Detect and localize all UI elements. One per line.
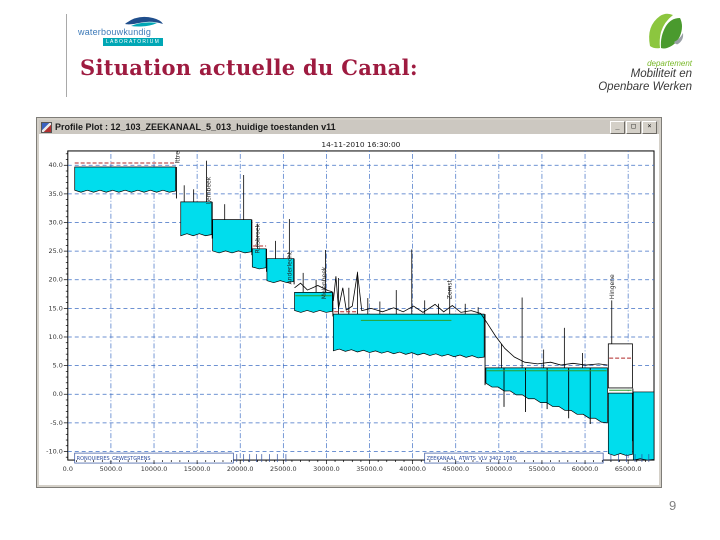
page-title: Situation actuelle du Canal: (80, 55, 418, 80)
window-titlebar[interactable]: Profile Plot : 12_103_ZEEKANAAL_5_013_hu… (39, 120, 659, 134)
svg-text:25000.0: 25000.0 (270, 465, 297, 473)
svg-text:5000.0: 5000.0 (100, 465, 123, 473)
close-button[interactable]: × (642, 120, 657, 134)
svg-text:40000.0: 40000.0 (399, 465, 426, 473)
svg-text:35000.0: 35000.0 (356, 465, 383, 473)
waterbouwkundig-laboratorium-logo: waterbouwkundig LABORATORIUM (77, 14, 172, 50)
svg-text:55000.0: 55000.0 (529, 465, 556, 473)
svg-text:20000.0: 20000.0 (227, 465, 254, 473)
svg-text:65000.0: 65000.0 (615, 465, 642, 473)
logo-right-line1: Mobiliteit en (630, 68, 692, 80)
svg-text:10000.0: 10000.0 (141, 465, 168, 473)
svg-text:15000.0: 15000.0 (184, 465, 211, 473)
logo-left-line1: waterbouwkundig (78, 27, 152, 37)
svg-text:20.0: 20.0 (48, 276, 62, 284)
waterbouwkundig-swoosh-icon (125, 16, 163, 27)
logo-left-line2: LABORATORIUM (103, 38, 163, 46)
svg-text:14-11-2010 16:30:00: 14-11-2010 16:30:00 (321, 140, 400, 149)
app-icon (41, 121, 52, 133)
svg-text:Ittre: Ittre (174, 151, 181, 164)
mow-logo-icon (649, 13, 684, 49)
svg-text:15.0: 15.0 (48, 304, 62, 312)
maximize-button[interactable]: □ (626, 120, 641, 134)
mow-logo: departement Mobiliteit en Openbare Werke… (582, 12, 692, 94)
svg-text:10.0: 10.0 (48, 333, 62, 341)
svg-text:0.0: 0.0 (63, 465, 73, 473)
logo-right-dept: departement (647, 59, 692, 68)
page-number: 9 (669, 498, 677, 513)
svg-text:30.0: 30.0 (48, 218, 62, 226)
svg-text:Molenbeek: Molenbeek (321, 266, 328, 299)
title-divider-line (66, 14, 67, 97)
svg-text:25.0: 25.0 (48, 247, 62, 255)
svg-text:40.0: 40.0 (48, 161, 62, 169)
minimize-button[interactable]: _ (610, 120, 625, 134)
chart-area: 14-11-2010 16:30:00 Ittre Lembeek Ruisbroek… (39, 134, 659, 485)
svg-text:45000.0: 45000.0 (442, 465, 469, 473)
svg-text:0.0: 0.0 (53, 390, 63, 398)
svg-text:35.0: 35.0 (48, 190, 62, 198)
svg-text:-10.0: -10.0 (46, 447, 63, 455)
svg-text:Hingene: Hingene (609, 274, 616, 299)
svg-text:Ruisbroek: Ruisbroek (254, 223, 261, 253)
svg-text:Anderlecht: Anderlecht (286, 251, 293, 284)
svg-text:5.0: 5.0 (53, 362, 63, 370)
svg-text:Lembeek: Lembeek (205, 176, 212, 204)
profile-plot-chart: 14-11-2010 16:30:00 Ittre Lembeek Ruisbroek… (46, 140, 655, 473)
window-title: Profile Plot : 12_103_ZEEKANAAL_5_013_hu… (55, 122, 336, 132)
svg-text:Zemst: Zemst (447, 279, 454, 299)
svg-text:-5.0: -5.0 (50, 419, 63, 427)
svg-text:50000.0: 50000.0 (486, 465, 513, 473)
svg-text:60000.0: 60000.0 (572, 465, 599, 473)
profile-plot-window: Profile Plot : 12_103_ZEEKANAAL_5_013_hu… (37, 118, 661, 487)
svg-text:ZEEKANAAL_ATWTS_VLV 3402 1080: ZEEKANAAL_ATWTS_VLV 3402 1080 (427, 456, 516, 462)
svg-text:RONQUIERES_GEWESTGRENS: RONQUIERES_GEWESTGRENS (77, 456, 151, 462)
logo-right-line2: Openbare Werken (598, 81, 692, 93)
svg-text:30000.0: 30000.0 (313, 465, 340, 473)
